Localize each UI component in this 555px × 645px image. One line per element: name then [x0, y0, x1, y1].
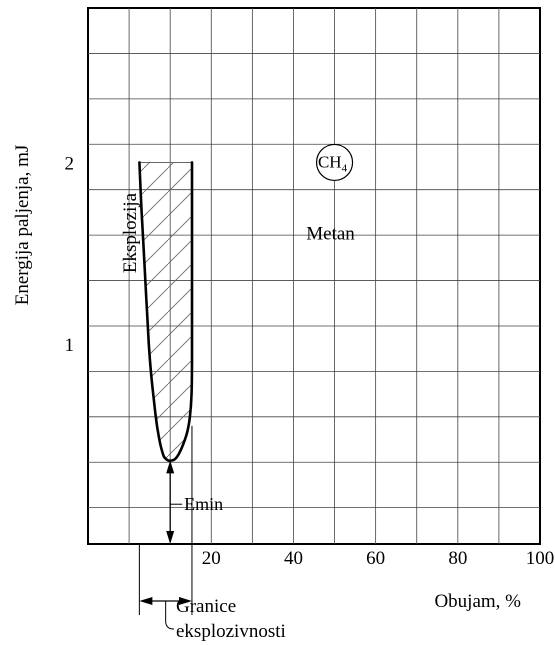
limits-leader	[165, 601, 174, 630]
x-ticks: 20 40 60 80 100	[202, 548, 554, 569]
emin-label: Emin	[184, 494, 223, 514]
y-tick-label: 1	[65, 335, 75, 356]
x-axis-label: Obujam, %	[434, 591, 521, 612]
x-tick-label: 40	[284, 548, 303, 569]
emin-arrow-head-bottom	[166, 531, 175, 544]
y-axis-label: Energija paljenja, mJ	[12, 145, 33, 306]
limits-arrow-head-right	[178, 597, 192, 605]
explosive-limits-annotation: Granice eksplozivnosti	[138, 425, 286, 642]
gas-name: Metan	[306, 223, 355, 244]
explosion-hatch	[139, 162, 192, 461]
x-tick-label: 20	[202, 548, 221, 569]
gas-formula: CH4	[318, 152, 348, 174]
y-ticks: 12	[65, 153, 75, 356]
x-tick-label: 100	[526, 548, 555, 569]
y-tick-label: 2	[65, 153, 75, 174]
limits-label-line1: Granice	[176, 596, 236, 617]
limits-label-line2: eksplozivnosti	[176, 621, 286, 642]
region-label: Eksplozija	[120, 192, 141, 273]
limits-arrow-head-left	[139, 597, 153, 605]
x-tick-label: 80	[448, 548, 467, 569]
x-tick-label: 60	[366, 548, 385, 569]
emin-arrow-head-top	[166, 460, 175, 474]
plot-frame	[87, 7, 541, 545]
gas-marker: CH4	[315, 143, 354, 182]
emin-annotation: Emin	[166, 460, 223, 544]
gas-circle	[315, 143, 354, 182]
